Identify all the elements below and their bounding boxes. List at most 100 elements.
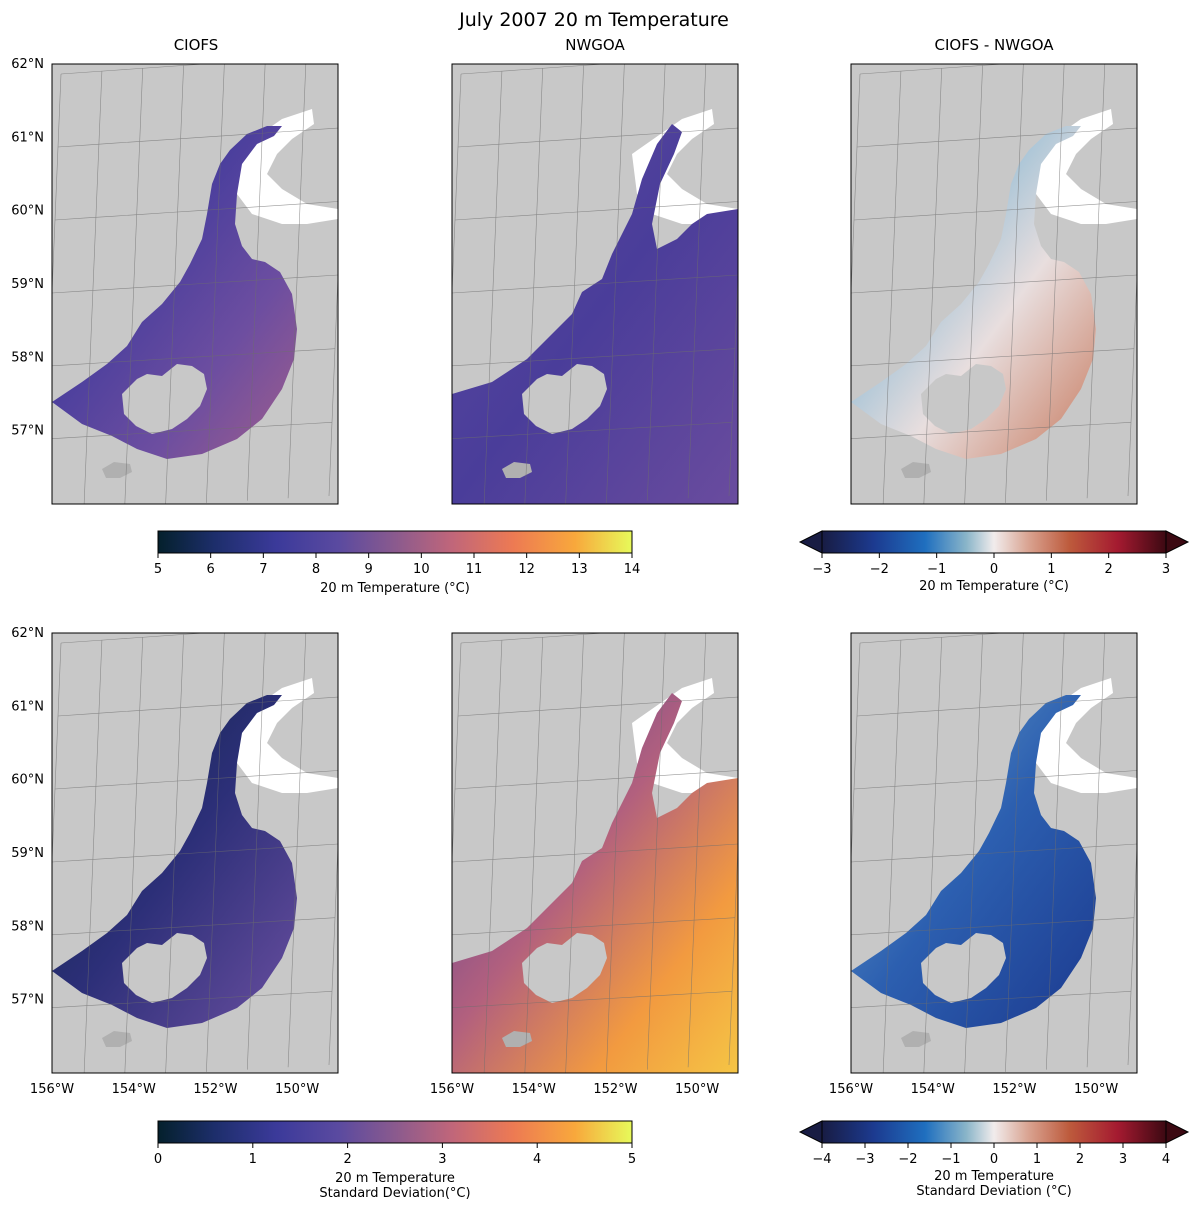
kodiak-island bbox=[122, 364, 207, 434]
colorbar-tick-label: 1 bbox=[1047, 562, 1055, 577]
lat-gridline bbox=[457, 127, 738, 148]
graticule bbox=[851, 633, 1137, 1073]
lon-gridline bbox=[165, 65, 184, 504]
colorbar-tick-label: −2 bbox=[898, 1152, 917, 1167]
colorbar-tick-label: 5 bbox=[628, 1152, 636, 1167]
colorbar-tick-label: −3 bbox=[812, 562, 831, 577]
lon-gridline bbox=[247, 64, 266, 501]
colorbar-tick-label: 0 bbox=[990, 562, 998, 577]
colorbar-tick-label: 5 bbox=[154, 562, 162, 577]
kodiak-island bbox=[522, 364, 607, 434]
kodiak-island bbox=[122, 933, 207, 1003]
colorbar-tick-label: 12 bbox=[518, 562, 535, 577]
lat-gridline bbox=[853, 201, 1137, 221]
colorbar-label: Standard Deviation (°C) bbox=[916, 1184, 1071, 1199]
lat-gridline bbox=[60, 633, 209, 644]
colorbar-tick-label: 14 bbox=[624, 562, 641, 577]
graticule bbox=[52, 633, 338, 1073]
kodiak-island bbox=[921, 933, 1006, 1003]
lon-gridline bbox=[206, 633, 225, 1072]
lat-gridline bbox=[52, 917, 336, 936]
coastal-water bbox=[632, 109, 738, 224]
lon-gridline bbox=[565, 65, 584, 504]
lat-gridline bbox=[460, 64, 609, 75]
colorbar-tick-label: 1 bbox=[249, 1152, 257, 1167]
lon-gridline bbox=[606, 633, 625, 1072]
colorbar-diff-r1: −3 −2 −1 0 1 2 3 20 m Temperature (°C) bbox=[798, 530, 1190, 594]
lon-gridline bbox=[287, 64, 307, 499]
lat-tick-label: 60°N bbox=[11, 773, 44, 788]
lat-gridline bbox=[452, 274, 738, 294]
colorbar-label: Standard Deviation(°C) bbox=[319, 1186, 470, 1201]
island bbox=[502, 1031, 532, 1047]
lat-gridline bbox=[851, 991, 1132, 1008]
lon-gridline bbox=[124, 68, 143, 504]
lon-gridline bbox=[287, 633, 307, 1068]
colorbar-label: 20 m Temperature bbox=[335, 1171, 455, 1186]
lon-tick-label: 154°W bbox=[911, 1082, 955, 1097]
lon-tick-label: 152°W bbox=[593, 1082, 637, 1097]
lat-gridline bbox=[57, 127, 338, 148]
lat-gridline bbox=[452, 843, 738, 863]
lat-gridline bbox=[460, 633, 609, 644]
colorbar-tick-label: 8 bbox=[312, 562, 320, 577]
panel-frame bbox=[850, 632, 1138, 1074]
lat-tick-label: 58°N bbox=[11, 350, 44, 365]
colorbar-tick-label: 3 bbox=[1162, 562, 1170, 577]
lon-tick-label: 154°W bbox=[512, 1082, 556, 1097]
lat-tick-label: 60°N bbox=[11, 204, 44, 219]
lon-tick-label: 156°W bbox=[30, 1082, 74, 1097]
figure-title: July 2007 20 m Temperature bbox=[458, 9, 729, 31]
lon-gridline bbox=[647, 64, 666, 501]
island bbox=[102, 462, 132, 478]
graticule bbox=[452, 64, 738, 504]
lon-tick-label: 150°W bbox=[275, 1082, 319, 1097]
lat-gridline bbox=[452, 991, 733, 1008]
lon-gridline bbox=[328, 836, 338, 1066]
map-panels: CIOFS 57°N 58°N 59°N 60°N 61°N 62°N NWGOA CIOFS … bbox=[11, 36, 1138, 1097]
lat-tick-label: 59°N bbox=[11, 846, 44, 861]
colorbar-gradient bbox=[821, 1120, 1167, 1144]
lat-gridline bbox=[452, 422, 733, 439]
lat-gridline bbox=[856, 696, 1137, 717]
lon-gridline bbox=[1086, 64, 1106, 499]
lat-tick-label: 57°N bbox=[11, 424, 44, 439]
lat-gridline bbox=[454, 201, 738, 221]
graticule bbox=[52, 64, 338, 504]
lat-gridline bbox=[851, 843, 1137, 863]
map-panel-r1-c1: CIOFS 57°N 58°N 59°N 60°N 61°N 62°N bbox=[11, 36, 339, 505]
colorbar-tick-label: 0 bbox=[154, 1152, 162, 1167]
lat-gridline bbox=[454, 770, 738, 790]
colorbar-tick-label: −2 bbox=[870, 562, 889, 577]
lon-gridline bbox=[1086, 633, 1106, 1068]
colorbar-gradient bbox=[157, 530, 633, 554]
lat-gridline bbox=[851, 422, 1132, 439]
island bbox=[901, 462, 931, 478]
panel-frame bbox=[850, 63, 1138, 505]
lon-tick-label: 154°W bbox=[112, 1082, 156, 1097]
colorbar-extend-low bbox=[798, 1120, 823, 1144]
colorbar-tick-label: 6 bbox=[207, 562, 215, 577]
colorbar-tick-label: 9 bbox=[365, 562, 373, 577]
map-panel-r2-c3: 156°W 154°W 152°W 150°W bbox=[829, 632, 1138, 1097]
colorbar-tick-label: −3 bbox=[855, 1152, 874, 1167]
island bbox=[102, 1031, 132, 1047]
lon-tick-label: 150°W bbox=[1074, 1082, 1118, 1097]
panel-title: NWGOA bbox=[565, 36, 625, 54]
colorbar-extend-high bbox=[1165, 530, 1190, 554]
lon-gridline bbox=[52, 642, 62, 870]
colorbar-tick-label: −1 bbox=[927, 562, 946, 577]
colorbar-tick-label: 7 bbox=[259, 562, 267, 577]
lon-gridline bbox=[52, 73, 62, 301]
lat-gridline bbox=[851, 917, 1135, 936]
lon-gridline bbox=[1005, 64, 1024, 503]
coastal-water bbox=[632, 678, 738, 793]
lon-gridline bbox=[964, 634, 983, 1073]
kodiak-island bbox=[522, 933, 607, 1003]
lon-gridline bbox=[483, 640, 503, 1073]
lat-gridline bbox=[52, 274, 338, 294]
lat-tick-label: 59°N bbox=[11, 277, 44, 292]
